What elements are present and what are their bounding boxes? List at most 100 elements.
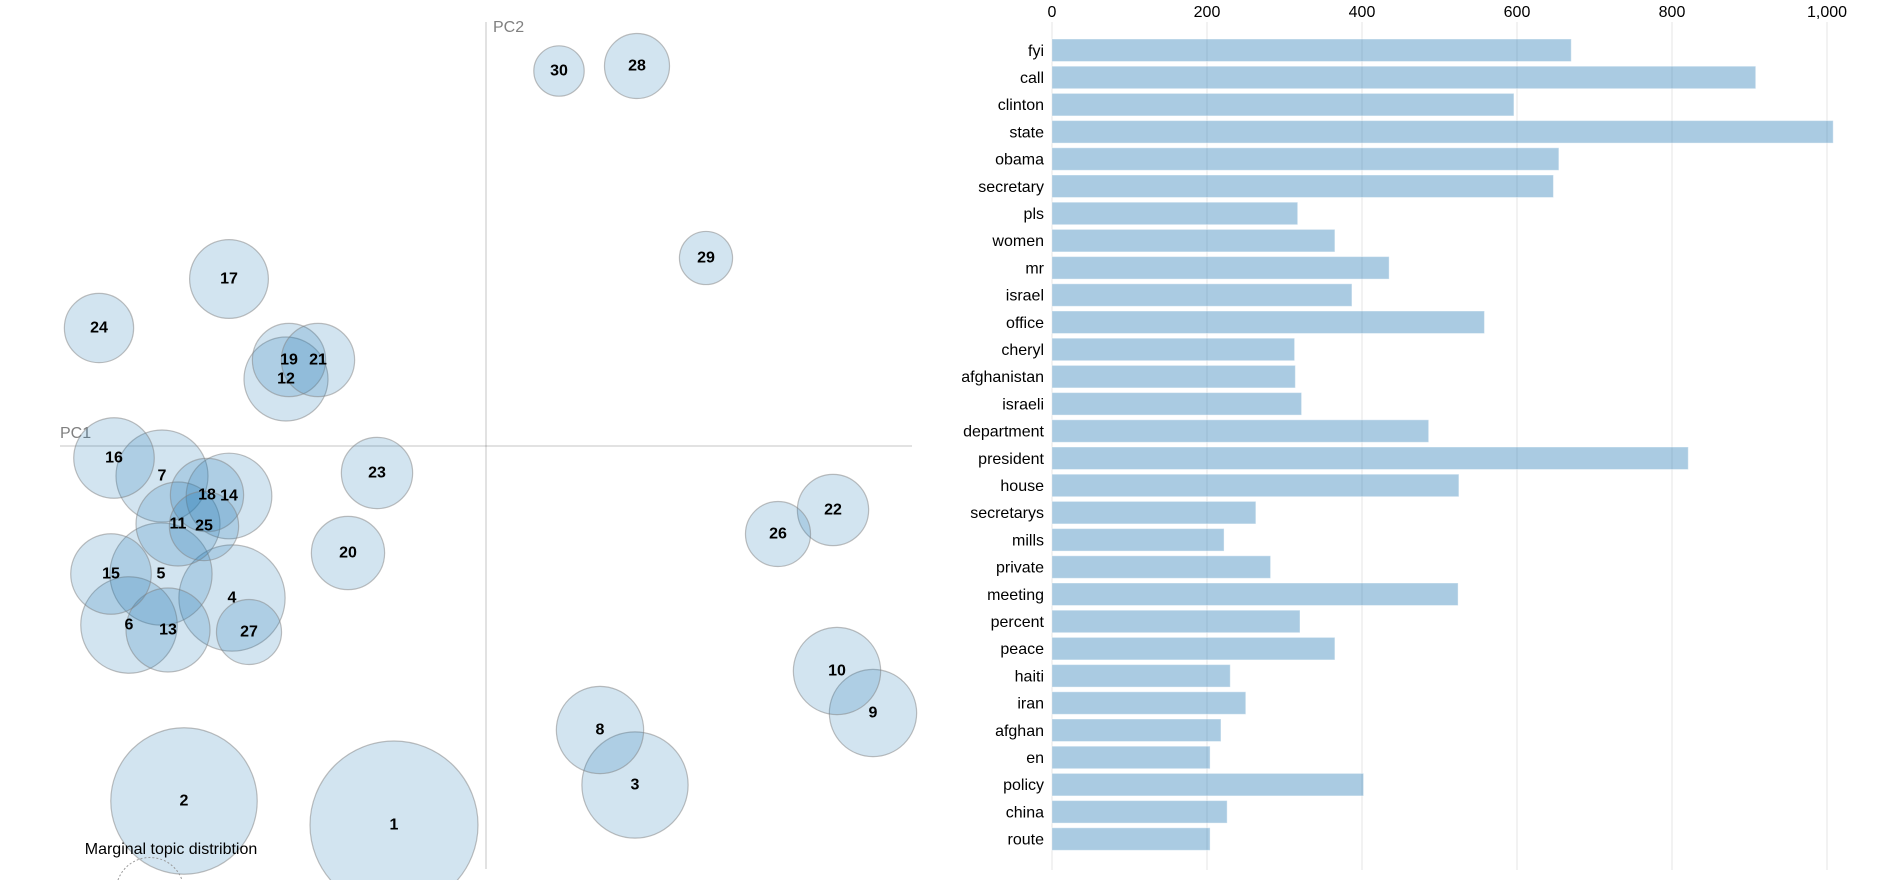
term-bar-department[interactable] [1051,419,1430,443]
topic-circle-15[interactable] [70,533,152,615]
x-tick-label: 400 [1349,4,1376,21]
term-bar-women[interactable] [1051,228,1336,253]
topic-circle-23[interactable] [340,436,414,510]
topic-circle-3[interactable] [581,731,689,839]
term-label[interactable]: office [1006,315,1044,332]
term-label[interactable]: state [1009,124,1044,141]
term-bar-haiti[interactable] [1051,664,1231,688]
topic-circle-12[interactable] [243,336,329,422]
topic-label-27: 27 [240,624,258,641]
term-bar-afghanistan[interactable] [1051,364,1296,389]
term-bar-private[interactable] [1051,555,1272,579]
topic-circle-16[interactable] [73,417,155,499]
term-label[interactable]: mills [1012,532,1044,549]
term-bar-clinton[interactable] [1051,92,1515,117]
term-bar-office[interactable] [1051,310,1485,334]
term-label[interactable]: iran [1017,696,1044,713]
topic-circle-28[interactable] [603,32,671,100]
term-label[interactable]: afghanistan [961,369,1044,386]
term-bar-state[interactable] [1051,120,1834,144]
term-bar-mills[interactable] [1051,528,1225,552]
topic-label-20: 20 [339,545,357,562]
term-bar-house[interactable] [1051,473,1460,498]
term-label[interactable]: route [1008,832,1045,849]
term-label[interactable]: women [991,233,1044,250]
term-bar-route[interactable] [1051,827,1211,851]
topic-circle-5[interactable] [109,522,213,626]
topic-circle-4[interactable] [178,544,286,652]
term-label[interactable]: haiti [1015,668,1044,685]
term-label[interactable]: president [978,451,1044,468]
term-bar-secretary[interactable] [1051,174,1554,198]
term-label[interactable]: mr [1025,260,1044,277]
term-bar-mr[interactable] [1051,256,1390,280]
topic-circle-27[interactable] [215,598,283,666]
term-label[interactable]: secretarys [970,505,1044,522]
term-label[interactable]: peace [1000,641,1044,658]
term-bar-peace[interactable] [1051,636,1336,661]
term-bar-meeting[interactable] [1051,582,1459,606]
topic-circle-24[interactable] [63,292,135,364]
term-label[interactable]: private [996,560,1044,577]
term-label[interactable]: afghan [995,723,1044,740]
term-label[interactable]: department [963,424,1044,441]
term-bar-fyi[interactable] [1051,38,1572,62]
topic-label-23: 23 [368,465,386,482]
term-label[interactable]: fyi [1028,43,1044,60]
term-label[interactable]: israeli [1002,396,1044,413]
term-label[interactable]: meeting [987,587,1044,604]
term-label[interactable]: secretary [978,179,1044,196]
term-bar-cheryl[interactable] [1051,337,1296,362]
term-bar-call[interactable] [1051,65,1757,90]
topic-circle-21[interactable] [280,322,356,398]
topic-circle-19[interactable] [251,322,327,398]
term-label[interactable]: clinton [998,97,1044,114]
topic-circle-25[interactable] [168,490,240,562]
term-bar-secretarys[interactable] [1051,500,1257,525]
topic-circle-9[interactable] [828,668,918,758]
topic-circle-17[interactable] [189,239,269,319]
topic-circle-29[interactable] [678,230,734,286]
topic-circle-26[interactable] [744,500,812,568]
term-bar-president[interactable] [1051,446,1689,470]
topic-circle-13[interactable] [125,587,211,673]
term-label[interactable]: policy [1003,777,1044,794]
term-label[interactable]: china [1006,804,1044,821]
topic-circle-8[interactable] [555,685,645,775]
topic-label-26: 26 [769,526,787,543]
topic-circle-2[interactable] [110,727,258,875]
term-bar-pls[interactable] [1051,201,1299,226]
topic-label-22: 22 [824,502,842,519]
topic-circle-7[interactable] [115,429,209,523]
term-bar-israeli[interactable] [1051,392,1303,416]
topic-circle-1[interactable] [309,740,479,880]
topic-label-6: 6 [125,617,134,634]
topic-label-4: 4 [228,590,237,607]
topic-label-21: 21 [309,352,327,369]
term-label[interactable]: call [1020,70,1044,87]
term-label[interactable]: obama [995,152,1044,169]
topic-circle-22[interactable] [796,473,870,547]
term-label[interactable]: israel [1006,288,1044,305]
term-label[interactable]: percent [991,614,1045,631]
topic-circle-11[interactable] [135,481,221,567]
term-bar-obama[interactable] [1051,147,1560,171]
topic-circle-20[interactable] [310,515,386,591]
term-bar-china[interactable] [1051,800,1228,824]
term-bar-israel[interactable] [1051,283,1353,307]
topic-circle-30[interactable] [533,45,585,97]
topic-circle-18[interactable] [169,457,245,533]
term-label[interactable]: en [1026,750,1044,767]
topic-label-24: 24 [90,320,108,337]
term-label[interactable]: cheryl [1001,342,1044,359]
topic-circle-10[interactable] [792,626,882,716]
term-bar-en[interactable] [1051,745,1211,770]
term-bar-iran[interactable] [1051,691,1247,715]
topic-circle-6[interactable] [80,576,178,674]
topic-label-8: 8 [596,722,605,739]
term-label[interactable]: house [1000,478,1044,495]
term-label[interactable]: pls [1024,206,1044,223]
term-bar-percent[interactable] [1051,609,1301,634]
term-bar-policy[interactable] [1051,772,1365,797]
term-bar-afghan[interactable] [1051,718,1222,742]
